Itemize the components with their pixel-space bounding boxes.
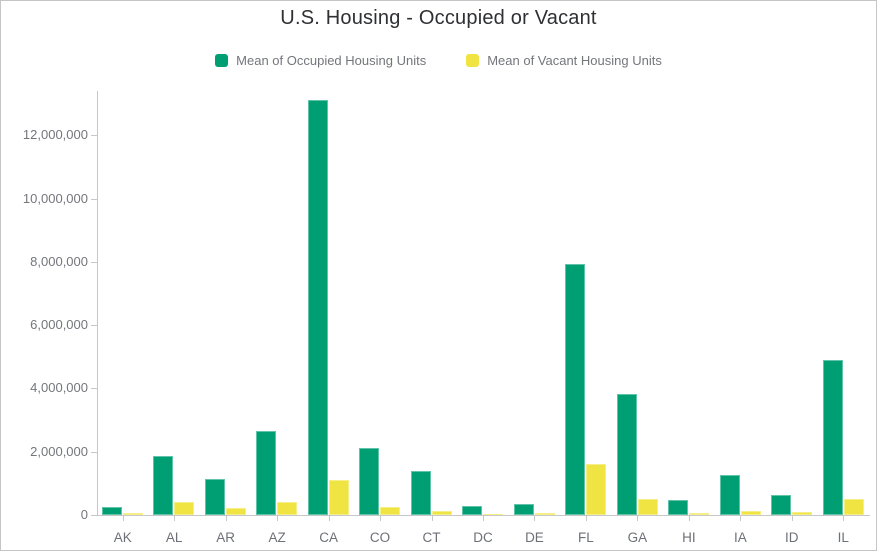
bar-vacant-AZ[interactable] xyxy=(277,502,298,515)
bar-vacant-FL[interactable] xyxy=(586,464,607,515)
y-tick xyxy=(91,515,97,516)
y-tick-label: 0 xyxy=(80,507,88,522)
bar-occupied-CA[interactable] xyxy=(307,100,328,515)
x-tick-label: CT xyxy=(422,530,441,545)
bar-occupied-DE[interactable] xyxy=(513,504,534,515)
legend-item-vacant[interactable]: Mean of Vacant Housing Units xyxy=(466,53,662,68)
y-tick xyxy=(91,261,97,263)
legend-label: Mean of Vacant Housing Units xyxy=(487,53,662,68)
x-tick-label: HI xyxy=(682,530,696,545)
x-tick xyxy=(637,516,639,521)
bar-vacant-CO[interactable] xyxy=(380,507,401,515)
bar-occupied-AK[interactable] xyxy=(102,507,122,515)
bar-occupied-ID[interactable] xyxy=(771,495,792,515)
bar-occupied-FL[interactable] xyxy=(565,264,586,515)
bar-occupied-IA[interactable] xyxy=(719,475,740,515)
bar-vacant-ID[interactable] xyxy=(792,512,813,515)
x-tick-label: CA xyxy=(319,530,338,545)
x-tick xyxy=(483,516,484,521)
x-tick-label: AR xyxy=(216,530,236,545)
x-tick xyxy=(843,516,845,521)
bar-occupied-CO[interactable] xyxy=(359,448,380,515)
x-tick xyxy=(431,516,433,521)
y-axis-line xyxy=(97,91,98,515)
legend-item-occupied[interactable]: Mean of Occupied Housing Units xyxy=(215,53,426,68)
x-tick-label: IA xyxy=(733,530,747,545)
x-tick xyxy=(277,516,279,521)
x-tick-label: AZ xyxy=(268,530,286,545)
bar-vacant-CT[interactable] xyxy=(431,511,452,515)
x-tick-label: AL xyxy=(165,530,183,545)
y-tick-label: 2,000,000 xyxy=(30,443,88,459)
y-tick-label: 12,000,000 xyxy=(22,127,88,143)
bar-vacant-GA[interactable] xyxy=(637,499,658,515)
legend: Mean of Occupied Housing Units Mean of Va… xyxy=(1,53,876,68)
bar-occupied-IL[interactable] xyxy=(822,360,843,515)
y-tick-label: 6,000,000 xyxy=(30,317,88,333)
bar-vacant-DC[interactable] xyxy=(483,514,504,515)
x-tick xyxy=(688,516,690,521)
x-tick xyxy=(740,516,742,521)
bar-vacant-AK[interactable] xyxy=(123,513,143,515)
bar-occupied-CT[interactable] xyxy=(410,471,431,515)
bar-occupied-AL[interactable] xyxy=(153,456,174,515)
bar-vacant-CA[interactable] xyxy=(328,480,349,515)
y-tick-label: 8,000,000 xyxy=(30,253,88,269)
legend-swatch-icon xyxy=(466,54,480,67)
x-tick xyxy=(534,516,536,521)
bar-vacant-HI[interactable] xyxy=(689,513,710,515)
bar-occupied-AR[interactable] xyxy=(204,479,225,515)
bar-occupied-HI[interactable] xyxy=(668,500,689,515)
legend-swatch-icon xyxy=(215,54,229,67)
chart-title: U.S. Housing - Occupied or Vacant xyxy=(280,7,597,29)
x-tick xyxy=(225,516,227,521)
bar-vacant-AL[interactable] xyxy=(174,502,195,515)
x-tick xyxy=(122,516,124,521)
x-axis-line xyxy=(94,515,870,516)
y-tick xyxy=(91,451,97,453)
bar-occupied-DC[interactable] xyxy=(462,506,483,515)
y-tick xyxy=(91,198,97,200)
x-tick xyxy=(328,516,330,521)
x-tick xyxy=(791,516,793,521)
bar-vacant-IA[interactable] xyxy=(740,511,761,515)
bar-vacant-IL[interactable] xyxy=(843,499,864,515)
bar-vacant-DE[interactable] xyxy=(534,513,555,515)
x-tick-label: ID xyxy=(785,530,799,545)
x-tick-label: GA xyxy=(627,530,648,545)
x-tick-label: AK xyxy=(113,530,132,545)
x-tick-label: FL xyxy=(578,530,594,545)
y-tick xyxy=(91,325,97,327)
y-tick xyxy=(91,388,97,390)
x-tick xyxy=(585,516,587,521)
x-tick-label: IL xyxy=(837,530,849,545)
bar-occupied-GA[interactable] xyxy=(616,394,637,515)
legend-label: Mean of Occupied Housing Units xyxy=(236,53,427,68)
x-tick xyxy=(174,516,176,521)
y-tick-label: 4,000,000 xyxy=(30,380,88,396)
x-tick-label: CO xyxy=(369,530,391,545)
bar-occupied-AZ[interactable] xyxy=(256,431,277,515)
x-tick-label: DC xyxy=(473,530,493,545)
y-tick-label: 10,000,000 xyxy=(22,190,88,206)
bar-vacant-AR[interactable] xyxy=(225,508,246,515)
x-tick xyxy=(380,516,382,521)
x-tick-label: DE xyxy=(525,530,544,545)
y-tick xyxy=(91,135,97,137)
